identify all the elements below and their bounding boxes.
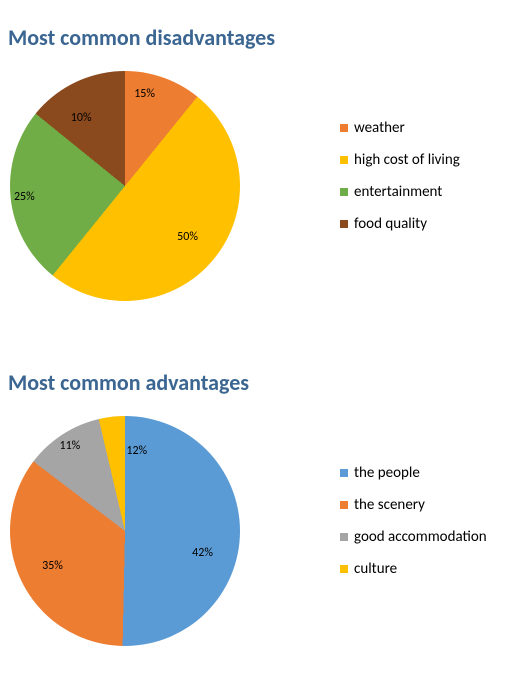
slice-percent-label: 50%	[177, 230, 198, 244]
legend-swatch-icon	[340, 565, 348, 573]
legend-swatch-icon	[340, 220, 348, 228]
chart-body: 15% 50% 25% 10% weather high cost of living e…	[0, 51, 520, 301]
legend-swatch-icon	[340, 188, 348, 196]
slice-percent-label: 12%	[126, 444, 147, 458]
legend-swatch-icon	[340, 469, 348, 477]
slice-percent-label: 42%	[192, 546, 213, 560]
chart-disadvantages: Most common disadvantages 15% 50% 25% 10% w…	[0, 0, 520, 359]
legend-item: entertainment	[340, 183, 460, 201]
legend-label: high cost of living	[354, 151, 460, 169]
slice-percent-label: 15%	[134, 87, 155, 101]
legend-item: the people	[340, 464, 487, 482]
legend-label: the scenery	[354, 496, 425, 514]
legend-item: culture	[340, 560, 487, 578]
slice-percent-label: 35%	[42, 559, 63, 573]
legend-disadvantages: weather high cost of living entertainment f…	[340, 112, 460, 240]
pie-chart-advantages	[10, 416, 240, 646]
slice-percent-label: 10%	[71, 111, 92, 125]
chart-title-disadvantages: Most common disadvantages	[0, 24, 520, 51]
legend-swatch-icon	[340, 124, 348, 132]
legend-swatch-icon	[340, 156, 348, 164]
legend-item: weather	[340, 119, 460, 137]
legend-advantages: the people the scenery good accommodation c…	[340, 457, 487, 585]
pie-chart-disadvantages	[10, 71, 240, 301]
pie-wrap: 15% 50% 25% 10%	[10, 71, 240, 301]
legend-swatch-icon	[340, 501, 348, 509]
chart-title-advantages: Most common advantages	[0, 369, 520, 396]
legend-label: food quality	[354, 215, 427, 233]
legend-label: weather	[354, 119, 405, 137]
chart-advantages: Most common advantages 42% 35% 11% 12% the …	[0, 359, 520, 689]
legend-item: high cost of living	[340, 151, 460, 169]
slice-percent-label: 25%	[14, 190, 35, 204]
legend-item: food quality	[340, 215, 460, 233]
pie-wrap: 42% 35% 11% 12%	[10, 416, 240, 646]
legend-label: culture	[354, 560, 397, 578]
legend-label: good accommodation	[354, 528, 487, 546]
chart-body: 42% 35% 11% 12% the people the scenery good a…	[0, 396, 520, 646]
legend-label: entertainment	[354, 183, 442, 201]
legend-item: good accommodation	[340, 528, 487, 546]
legend-label: the people	[354, 464, 420, 482]
legend-item: the scenery	[340, 496, 487, 514]
slice-percent-label: 11%	[60, 439, 81, 453]
legend-swatch-icon	[340, 533, 348, 541]
